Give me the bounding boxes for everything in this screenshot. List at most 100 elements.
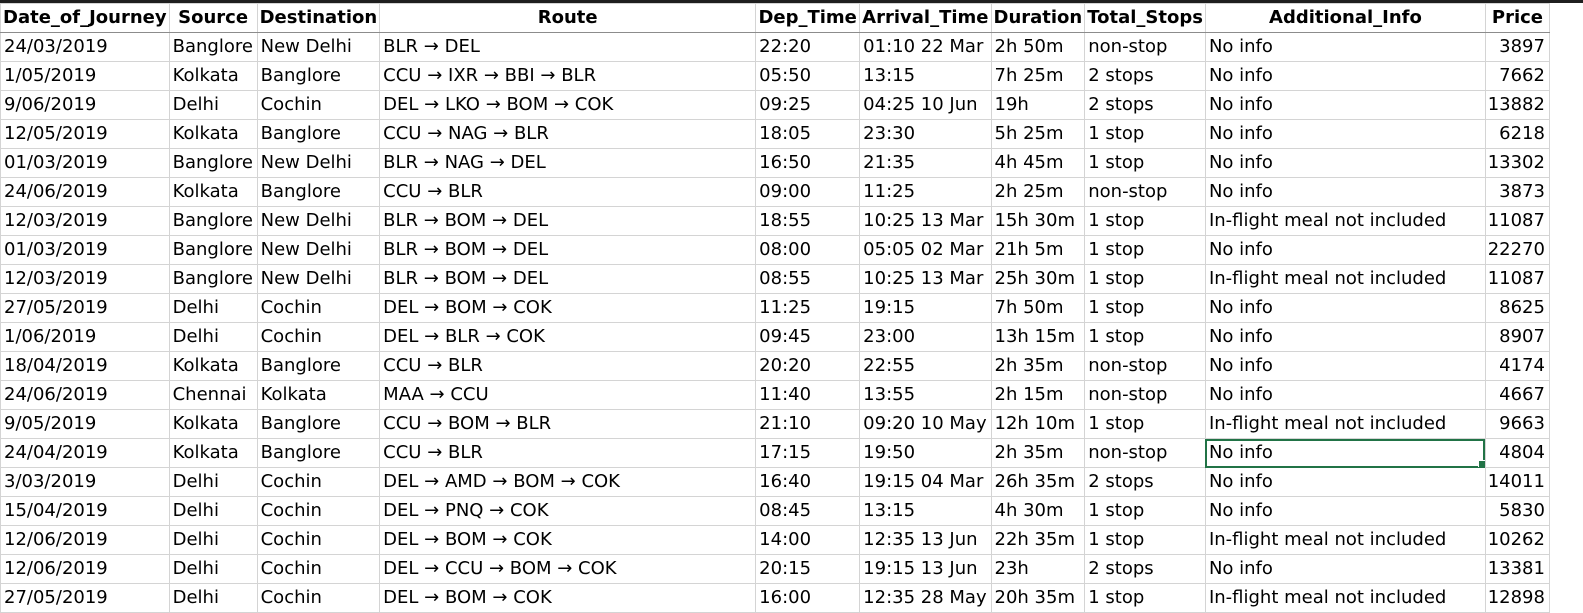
cell-total-stops[interactable]: 1 stop xyxy=(1084,264,1206,294)
cell-price[interactable]: 7662 xyxy=(1484,61,1550,91)
cell-duration[interactable]: 2h 35m xyxy=(990,351,1086,381)
cell-date-of-journey[interactable]: 24/03/2019 xyxy=(0,32,170,62)
cell-price[interactable]: 10262 xyxy=(1484,525,1550,555)
cell-total-stops[interactable]: non-stop xyxy=(1084,32,1206,62)
cell-date-of-journey[interactable]: 12/06/2019 xyxy=(0,525,170,555)
cell-duration[interactable]: 22h 35m xyxy=(990,525,1086,555)
column-header-price[interactable]: Price xyxy=(1484,3,1550,33)
cell-source[interactable]: Delhi xyxy=(168,583,258,613)
cell-date-of-journey[interactable]: 1/05/2019 xyxy=(0,61,170,91)
column-header-arrival-time[interactable]: Arrival_Time xyxy=(859,3,992,33)
cell-additional-info[interactable]: No info xyxy=(1204,61,1486,91)
cell-route[interactable]: DEL → CCU → BOM → COK xyxy=(379,554,757,584)
column-header-date-of-journey[interactable]: Date_of_Journey xyxy=(0,3,170,33)
cell-date-of-journey[interactable]: 12/03/2019 xyxy=(0,264,170,294)
cell-dep-time[interactable]: 18:55 xyxy=(755,206,861,236)
cell-source[interactable]: Delhi xyxy=(168,496,258,526)
cell-total-stops[interactable]: 1 stop xyxy=(1084,496,1206,526)
selected-cell[interactable]: No info xyxy=(1204,438,1486,468)
cell-source[interactable]: Banglore xyxy=(168,235,258,265)
cell-route[interactable]: DEL → BOM → COK xyxy=(379,583,757,613)
cell-price[interactable]: 5830 xyxy=(1484,496,1550,526)
cell-price[interactable]: 14011 xyxy=(1484,467,1550,497)
cell-source[interactable]: Delhi xyxy=(168,322,258,352)
cell-date-of-journey[interactable]: 24/04/2019 xyxy=(0,438,170,468)
cell-price[interactable]: 4667 xyxy=(1484,380,1550,410)
cell-date-of-journey[interactable]: 27/05/2019 xyxy=(0,583,170,613)
cell-additional-info[interactable]: No info xyxy=(1204,293,1486,323)
cell-additional-info[interactable]: In-flight meal not included xyxy=(1204,583,1486,613)
cell-duration[interactable]: 15h 30m xyxy=(990,206,1086,236)
cell-dep-time[interactable]: 22:20 xyxy=(755,32,861,62)
cell-source[interactable]: Kolkata xyxy=(168,61,258,91)
cell-source[interactable]: Banglore xyxy=(168,206,258,236)
cell-source[interactable]: Delhi xyxy=(168,90,258,120)
cell-source[interactable]: Kolkata xyxy=(168,119,258,149)
cell-dep-time[interactable]: 08:55 xyxy=(755,264,861,294)
cell-route[interactable]: MAA → CCU xyxy=(379,380,757,410)
cell-dep-time[interactable]: 20:15 xyxy=(755,554,861,584)
cell-source[interactable]: Delhi xyxy=(168,293,258,323)
cell-dep-time[interactable]: 16:00 xyxy=(755,583,861,613)
cell-additional-info[interactable]: No info xyxy=(1204,322,1486,352)
cell-price[interactable]: 4804 xyxy=(1484,438,1550,468)
column-header-destination[interactable]: Destination xyxy=(256,3,381,33)
cell-arrival-time[interactable]: 13:55 xyxy=(859,380,992,410)
cell-route[interactable]: DEL → LKO → BOM → COK xyxy=(379,90,757,120)
fill-handle[interactable] xyxy=(1477,460,1485,467)
cell-dep-time[interactable]: 18:05 xyxy=(755,119,861,149)
cell-price[interactable]: 8907 xyxy=(1484,322,1550,352)
cell-source[interactable]: Banglore xyxy=(168,264,258,294)
cell-arrival-time[interactable]: 22:55 xyxy=(859,351,992,381)
cell-route[interactable]: CCU → BOM → BLR xyxy=(379,409,757,439)
cell-dep-time[interactable]: 11:25 xyxy=(755,293,861,323)
cell-source[interactable]: Kolkata xyxy=(168,438,258,468)
cell-dep-time[interactable]: 08:45 xyxy=(755,496,861,526)
cell-destination[interactable]: Cochin xyxy=(256,554,381,584)
cell-route[interactable]: BLR → BOM → DEL xyxy=(379,206,757,236)
column-header-dep-time[interactable]: Dep_Time xyxy=(755,3,861,33)
cell-route[interactable]: CCU → IXR → BBI → BLR xyxy=(379,61,757,91)
cell-dep-time[interactable]: 09:00 xyxy=(755,177,861,207)
cell-price[interactable]: 11087 xyxy=(1484,206,1550,236)
cell-date-of-journey[interactable]: 27/05/2019 xyxy=(0,293,170,323)
cell-total-stops[interactable]: non-stop xyxy=(1084,380,1206,410)
cell-arrival-time[interactable]: 10:25 13 Mar xyxy=(859,206,992,236)
cell-source[interactable]: Banglore xyxy=(168,32,258,62)
cell-additional-info[interactable]: No info xyxy=(1204,467,1486,497)
cell-total-stops[interactable]: 2 stops xyxy=(1084,61,1206,91)
cell-price[interactable]: 9663 xyxy=(1484,409,1550,439)
cell-duration[interactable]: 20h 35m xyxy=(990,583,1086,613)
cell-total-stops[interactable]: 1 stop xyxy=(1084,409,1206,439)
cell-duration[interactable]: 21h 5m xyxy=(990,235,1086,265)
cell-dep-time[interactable]: 05:50 xyxy=(755,61,861,91)
cell-arrival-time[interactable]: 13:15 xyxy=(859,61,992,91)
cell-additional-info[interactable]: In-flight meal not included xyxy=(1204,409,1486,439)
cell-duration[interactable]: 2h 25m xyxy=(990,177,1086,207)
cell-duration[interactable]: 12h 10m xyxy=(990,409,1086,439)
cell-duration[interactable]: 2h 15m xyxy=(990,380,1086,410)
cell-route[interactable]: BLR → DEL xyxy=(379,32,757,62)
cell-total-stops[interactable]: non-stop xyxy=(1084,177,1206,207)
cell-route[interactable]: BLR → BOM → DEL xyxy=(379,235,757,265)
column-header-source[interactable]: Source xyxy=(168,3,258,33)
cell-route[interactable]: CCU → BLR xyxy=(379,351,757,381)
column-header-duration[interactable]: Duration xyxy=(990,3,1086,33)
cell-source[interactable]: Chennai xyxy=(168,380,258,410)
cell-dep-time[interactable]: 14:00 xyxy=(755,525,861,555)
cell-price[interactable]: 8625 xyxy=(1484,293,1550,323)
cell-total-stops[interactable]: 1 stop xyxy=(1084,322,1206,352)
cell-arrival-time[interactable]: 13:15 xyxy=(859,496,992,526)
cell-additional-info[interactable]: No info xyxy=(1204,351,1486,381)
cell-date-of-journey[interactable]: 12/06/2019 xyxy=(0,554,170,584)
cell-source[interactable]: Delhi xyxy=(168,554,258,584)
cell-destination[interactable]: Banglore xyxy=(256,61,381,91)
cell-route[interactable]: BLR → NAG → DEL xyxy=(379,148,757,178)
cell-route[interactable]: CCU → BLR xyxy=(379,177,757,207)
cell-price[interactable]: 22270 xyxy=(1484,235,1550,265)
cell-route[interactable]: CCU → BLR xyxy=(379,438,757,468)
cell-source[interactable]: Kolkata xyxy=(168,409,258,439)
cell-price[interactable]: 13882 xyxy=(1484,90,1550,120)
cell-price[interactable]: 12898 xyxy=(1484,583,1550,613)
cell-total-stops[interactable]: 1 stop xyxy=(1084,148,1206,178)
